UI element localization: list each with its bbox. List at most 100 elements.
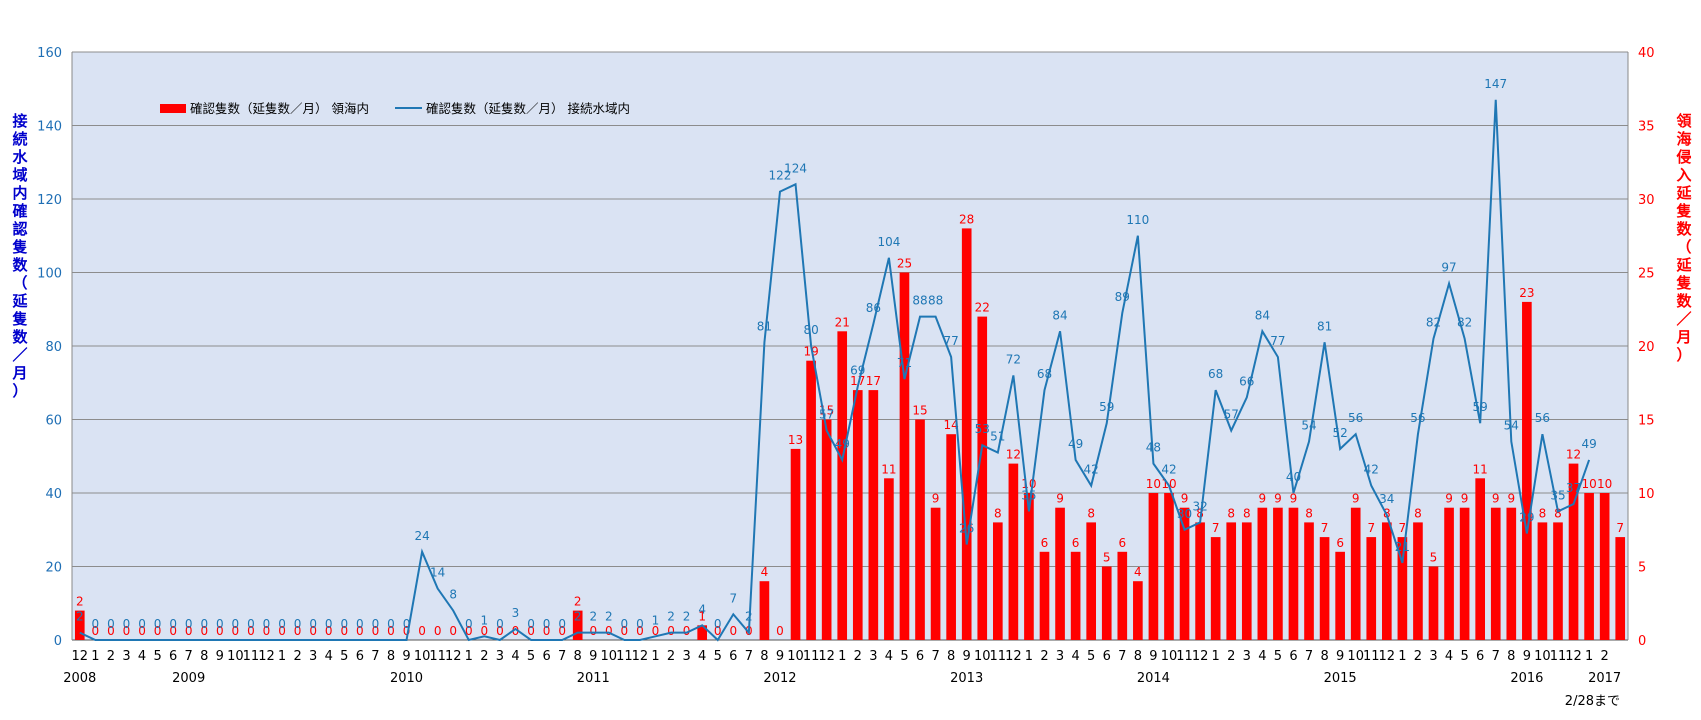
- bar-value-label: 4: [1134, 565, 1142, 579]
- bar: [1397, 537, 1408, 640]
- x-tick: 2: [1414, 649, 1422, 664]
- bar: [1444, 507, 1454, 640]
- line-value-label: 68: [1208, 367, 1223, 381]
- bar: [1101, 566, 1112, 640]
- bar-value-label: 0: [216, 624, 224, 638]
- bar-value-label: 0: [527, 624, 535, 638]
- line-value-label: 2: [667, 610, 675, 624]
- axis-title-char: 入: [1676, 166, 1691, 184]
- y-left-tick: 60: [45, 414, 62, 429]
- x-tick: 8: [947, 649, 955, 664]
- bar-value-label: 0: [481, 624, 489, 638]
- bar: [1428, 566, 1439, 640]
- legend-bar-label: 確認隻数（延隻数／月） 領海内: [190, 101, 369, 116]
- bar-value-label: 19: [803, 345, 818, 359]
- bar-value-label: 8: [1227, 506, 1235, 520]
- axis-title-char: 接: [12, 112, 27, 130]
- bar-value-label: 0: [372, 624, 380, 638]
- y-left-tick: 80: [45, 340, 62, 355]
- x-tick: 4: [698, 649, 706, 664]
- bar-value-label: 8: [1414, 506, 1422, 520]
- bar-value-label: 0: [169, 624, 177, 638]
- bar-value-label: 0: [589, 624, 597, 638]
- line-value-label: 59: [1473, 400, 1488, 414]
- bar-value-label: 9: [1461, 492, 1469, 506]
- x-tick: 3: [122, 649, 130, 664]
- x-tick: 1: [91, 649, 99, 664]
- x-tick: 2: [1227, 649, 1235, 664]
- bar: [1288, 507, 1299, 640]
- line-value-label: 0: [247, 617, 255, 631]
- line-value-label: 42: [1161, 463, 1176, 477]
- line-value-label: 1: [481, 613, 489, 627]
- bar-value-label: 7: [1367, 521, 1375, 535]
- x-tick: 4: [325, 649, 333, 664]
- bar-value-label: 9: [1352, 492, 1360, 506]
- line-value-label: 0: [232, 617, 240, 631]
- axis-title-char: 延: [1675, 256, 1692, 274]
- line-value-label: 0: [92, 617, 100, 631]
- line-value-label: 0: [543, 617, 551, 631]
- line-value-label: 56: [1535, 411, 1550, 425]
- line-value-label: 0: [465, 617, 473, 631]
- bar-value-label: 0: [340, 624, 348, 638]
- line-value-label: 0: [263, 617, 271, 631]
- bar-value-label: 9: [1274, 492, 1282, 506]
- bar-value-label: 0: [729, 624, 737, 638]
- x-tick: 5: [1460, 649, 1468, 664]
- x-tick: 4: [1258, 649, 1266, 664]
- y-left-tick: 160: [37, 46, 62, 61]
- line-value-label: 21: [1395, 540, 1410, 554]
- x-tick: 6: [169, 649, 177, 664]
- x-tick: 2: [480, 649, 488, 664]
- line-value-label: 54: [1504, 419, 1519, 433]
- bar: [1039, 551, 1050, 640]
- x-tick: 9: [776, 649, 784, 664]
- line-value-label: 0: [169, 617, 177, 631]
- x-tick: 1: [465, 649, 473, 664]
- axis-title-char: 月: [11, 364, 27, 382]
- line-value-label: 24: [414, 529, 429, 543]
- line-value-label: 56: [1410, 411, 1425, 425]
- bar-value-label: 9: [1507, 492, 1515, 506]
- x-tick: 11: [616, 649, 633, 664]
- x-year-labels: 2008 2009 2010 2011 2012 2013 2014 2015 2016 2017: [63, 671, 1621, 686]
- bar: [1350, 507, 1361, 640]
- bar-value-label: 0: [92, 624, 100, 638]
- x-year: 2014: [1137, 671, 1170, 686]
- bar: [1615, 537, 1626, 640]
- axis-title-char: 隻: [11, 310, 27, 328]
- bar-value-label: 8: [994, 506, 1002, 520]
- line-value-label: 32: [1192, 499, 1207, 513]
- bar: [1490, 507, 1501, 640]
- x-year: 2008: [63, 671, 96, 686]
- line-value-label: 84: [1255, 308, 1270, 322]
- x-tick: 5: [1087, 649, 1095, 664]
- axis-title-char: 領: [1676, 112, 1692, 130]
- x-tick: 11: [429, 649, 446, 664]
- y-right-tick: 0: [1638, 634, 1646, 649]
- bar: [1413, 522, 1423, 640]
- line-value-label: 86: [866, 301, 881, 315]
- axis-title-char: 延: [11, 292, 28, 310]
- line-value-label: 30: [1177, 507, 1192, 521]
- bar-value-label: 0: [154, 624, 162, 638]
- bar: [1226, 522, 1237, 640]
- line-value-label: 0: [185, 617, 193, 631]
- bar: [1366, 537, 1377, 640]
- axis-title-char: 確: [11, 202, 27, 220]
- axis-title-char: 認: [12, 220, 27, 238]
- x-tick: 11: [1550, 649, 1567, 664]
- bar: [884, 478, 894, 640]
- line-value-label: 1: [652, 613, 660, 627]
- line-value-label: 66: [1239, 374, 1254, 388]
- x-tick: 8: [1134, 649, 1142, 664]
- bar-value-label: 0: [652, 624, 660, 638]
- axis-title-char: 隻: [11, 238, 27, 256]
- x-tick: 10: [1347, 649, 1364, 664]
- x-tick: 8: [574, 649, 582, 664]
- line-value-label: 0: [496, 617, 504, 631]
- x-tick: 7: [1118, 649, 1126, 664]
- y-right-tick-labels: 0 5 10 15 20 25 30 35 40: [1638, 46, 1655, 649]
- line-value-label: 77: [943, 334, 958, 348]
